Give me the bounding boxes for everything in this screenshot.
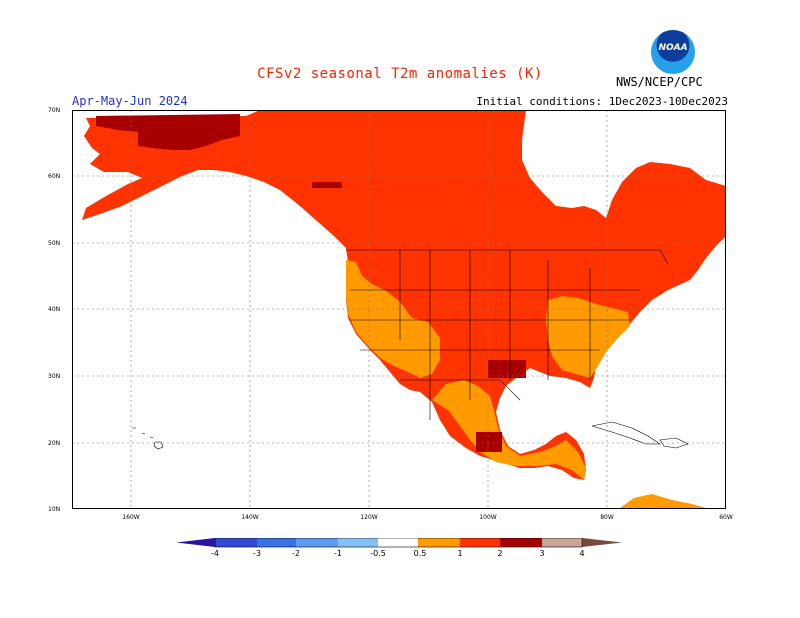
alaska-hot-spot <box>96 114 240 150</box>
colorbar-label: -3 <box>253 549 261 558</box>
cuba-island <box>591 421 661 445</box>
lon-label-60w: 60W <box>719 514 733 521</box>
colorbar-segment <box>257 538 296 547</box>
lon-label-80w: 80W <box>600 514 614 521</box>
mexico-warm-area <box>432 380 586 480</box>
colorbar-segment <box>460 538 500 547</box>
lat-label-60n: 60N <box>48 173 61 180</box>
us-southeast-warm-area <box>546 296 630 378</box>
noaa-logo-icon: NOAA <box>651 30 695 74</box>
colorbar-label: 3 <box>539 549 545 558</box>
lat-label-10n: 10N <box>48 506 61 513</box>
colorbar-label: 2 <box>497 549 503 558</box>
lat-label-20n: 20N <box>48 440 61 447</box>
colorbar-segment <box>378 538 418 547</box>
map-frame <box>72 110 726 509</box>
colorbar-label: -0.5 <box>370 549 386 558</box>
texas-hot-spot <box>488 360 526 378</box>
lon-label-140w: 140W <box>241 514 259 521</box>
colorbar-label: 1 <box>457 549 463 558</box>
colorbar-label: -1 <box>334 549 342 558</box>
colorbar <box>176 538 622 548</box>
lon-label-160w: 160W <box>122 514 140 521</box>
lat-label-40n: 40N <box>48 306 61 313</box>
anomaly-map <box>72 110 726 509</box>
lat-label-50n: 50N <box>48 240 61 247</box>
colorbar-label: 4 <box>579 549 585 558</box>
graticule <box>72 110 726 509</box>
logo-text: NOAA <box>658 43 688 53</box>
colorbar-segment <box>296 538 338 547</box>
lat-label-30n: 30N <box>48 373 61 380</box>
map-title: CFSv2 seasonal T2m anomalies (K) <box>257 66 543 82</box>
colorbar-segment <box>215 538 257 547</box>
greenland-area <box>522 110 726 218</box>
colorbar-segment <box>338 538 378 547</box>
political-borders <box>346 249 669 420</box>
mexico-hot-spot <box>476 432 502 452</box>
lat-label-70n: 70N <box>48 107 61 114</box>
south-america-coast <box>620 494 706 508</box>
lon-label-100w: 100W <box>479 514 497 521</box>
colorbar-label: -2 <box>292 549 300 558</box>
forecast-period: Apr-May-Jun 2024 <box>72 94 188 108</box>
agency-label: NWS/NCEP/CPC <box>616 75 703 89</box>
colorbar-low-arrow <box>176 538 215 547</box>
canada-hot-spot <box>312 182 342 188</box>
hawaii-islands <box>132 427 164 450</box>
initial-conditions: Initial conditions: 1Dec2023-10Dec2023 <box>476 95 728 108</box>
lon-label-120w: 120W <box>360 514 378 521</box>
colorbar-outline <box>214 538 583 548</box>
colorbar-high-arrow <box>582 538 622 547</box>
colorbar-segment <box>500 538 542 547</box>
colorbar-segment <box>418 538 460 547</box>
colorbar-label: -4 <box>211 549 219 558</box>
us-west-warm-area <box>346 260 440 378</box>
colorbar-label: 0.5 <box>413 549 427 558</box>
colorbar-segment <box>542 538 582 547</box>
